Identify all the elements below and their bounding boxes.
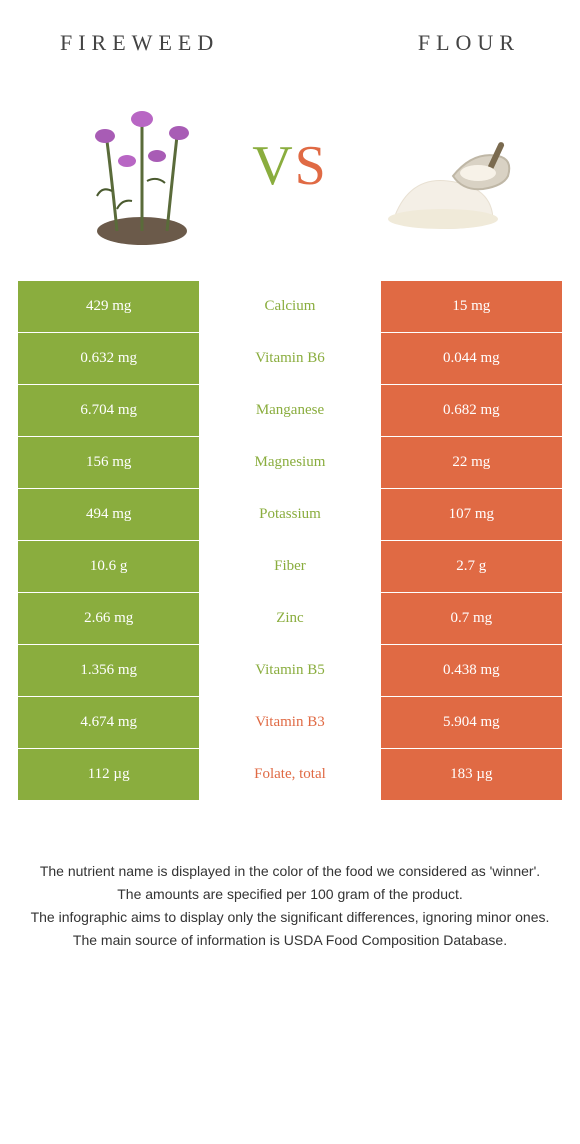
- right-value: 5.904 mg: [381, 697, 562, 748]
- nutrient-name: Vitamin B3: [199, 697, 380, 748]
- nutrient-name: Vitamin B6: [199, 333, 380, 384]
- left-value: 429 mg: [18, 281, 199, 332]
- footer-line-3: The infographic aims to display only the…: [30, 907, 550, 928]
- fireweed-icon: [57, 81, 227, 251]
- nutrient-name: Zinc: [199, 593, 380, 644]
- table-row: 10.6 gFiber2.7 g: [18, 541, 562, 593]
- food1-image: [52, 76, 232, 256]
- nutrient-name: Magnesium: [199, 437, 380, 488]
- right-value: 107 mg: [381, 489, 562, 540]
- footer-line-2: The amounts are specified per 100 gram o…: [30, 884, 550, 905]
- footer-line-4: The main source of information is USDA F…: [30, 930, 550, 951]
- food2-title: FLOUR: [418, 30, 520, 56]
- right-value: 0.044 mg: [381, 333, 562, 384]
- nutrient-name: Fiber: [199, 541, 380, 592]
- table-row: 112 µgFolate, total183 µg: [18, 749, 562, 801]
- footer-line-1: The nutrient name is displayed in the co…: [30, 861, 550, 882]
- left-value: 10.6 g: [18, 541, 199, 592]
- table-row: 156 mgMagnesium22 mg: [18, 437, 562, 489]
- left-value: 2.66 mg: [18, 593, 199, 644]
- table-row: 0.632 mgVitamin B60.044 mg: [18, 333, 562, 385]
- right-value: 183 µg: [381, 749, 562, 800]
- nutrient-name: Potassium: [199, 489, 380, 540]
- left-value: 494 mg: [18, 489, 199, 540]
- left-value: 4.674 mg: [18, 697, 199, 748]
- right-value: 0.438 mg: [381, 645, 562, 696]
- nutrient-name: Folate, total: [199, 749, 380, 800]
- flour-icon: [353, 81, 523, 251]
- nutrient-name: Manganese: [199, 385, 380, 436]
- vs-s: S: [295, 135, 328, 197]
- footer-notes: The nutrient name is displayed in the co…: [0, 801, 580, 973]
- table-row: 2.66 mgZinc0.7 mg: [18, 593, 562, 645]
- right-value: 22 mg: [381, 437, 562, 488]
- right-value: 0.7 mg: [381, 593, 562, 644]
- food1-title: FIREWEED: [60, 30, 219, 56]
- nutrient-name: Vitamin B5: [199, 645, 380, 696]
- vs-label: VS: [252, 134, 328, 198]
- right-value: 2.7 g: [381, 541, 562, 592]
- food2-image: [348, 76, 528, 256]
- left-value: 156 mg: [18, 437, 199, 488]
- left-value: 112 µg: [18, 749, 199, 800]
- table-row: 429 mgCalcium15 mg: [18, 281, 562, 333]
- left-value: 6.704 mg: [18, 385, 199, 436]
- table-row: 4.674 mgVitamin B35.904 mg: [18, 697, 562, 749]
- right-value: 15 mg: [381, 281, 562, 332]
- comparison-table: 429 mgCalcium15 mg0.632 mgVitamin B60.04…: [0, 281, 580, 801]
- table-row: 1.356 mgVitamin B50.438 mg: [18, 645, 562, 697]
- left-value: 0.632 mg: [18, 333, 199, 384]
- vs-v: V: [252, 135, 294, 197]
- table-row: 6.704 mgManganese0.682 mg: [18, 385, 562, 437]
- nutrient-name: Calcium: [199, 281, 380, 332]
- right-value: 0.682 mg: [381, 385, 562, 436]
- left-value: 1.356 mg: [18, 645, 199, 696]
- table-row: 494 mgPotassium107 mg: [18, 489, 562, 541]
